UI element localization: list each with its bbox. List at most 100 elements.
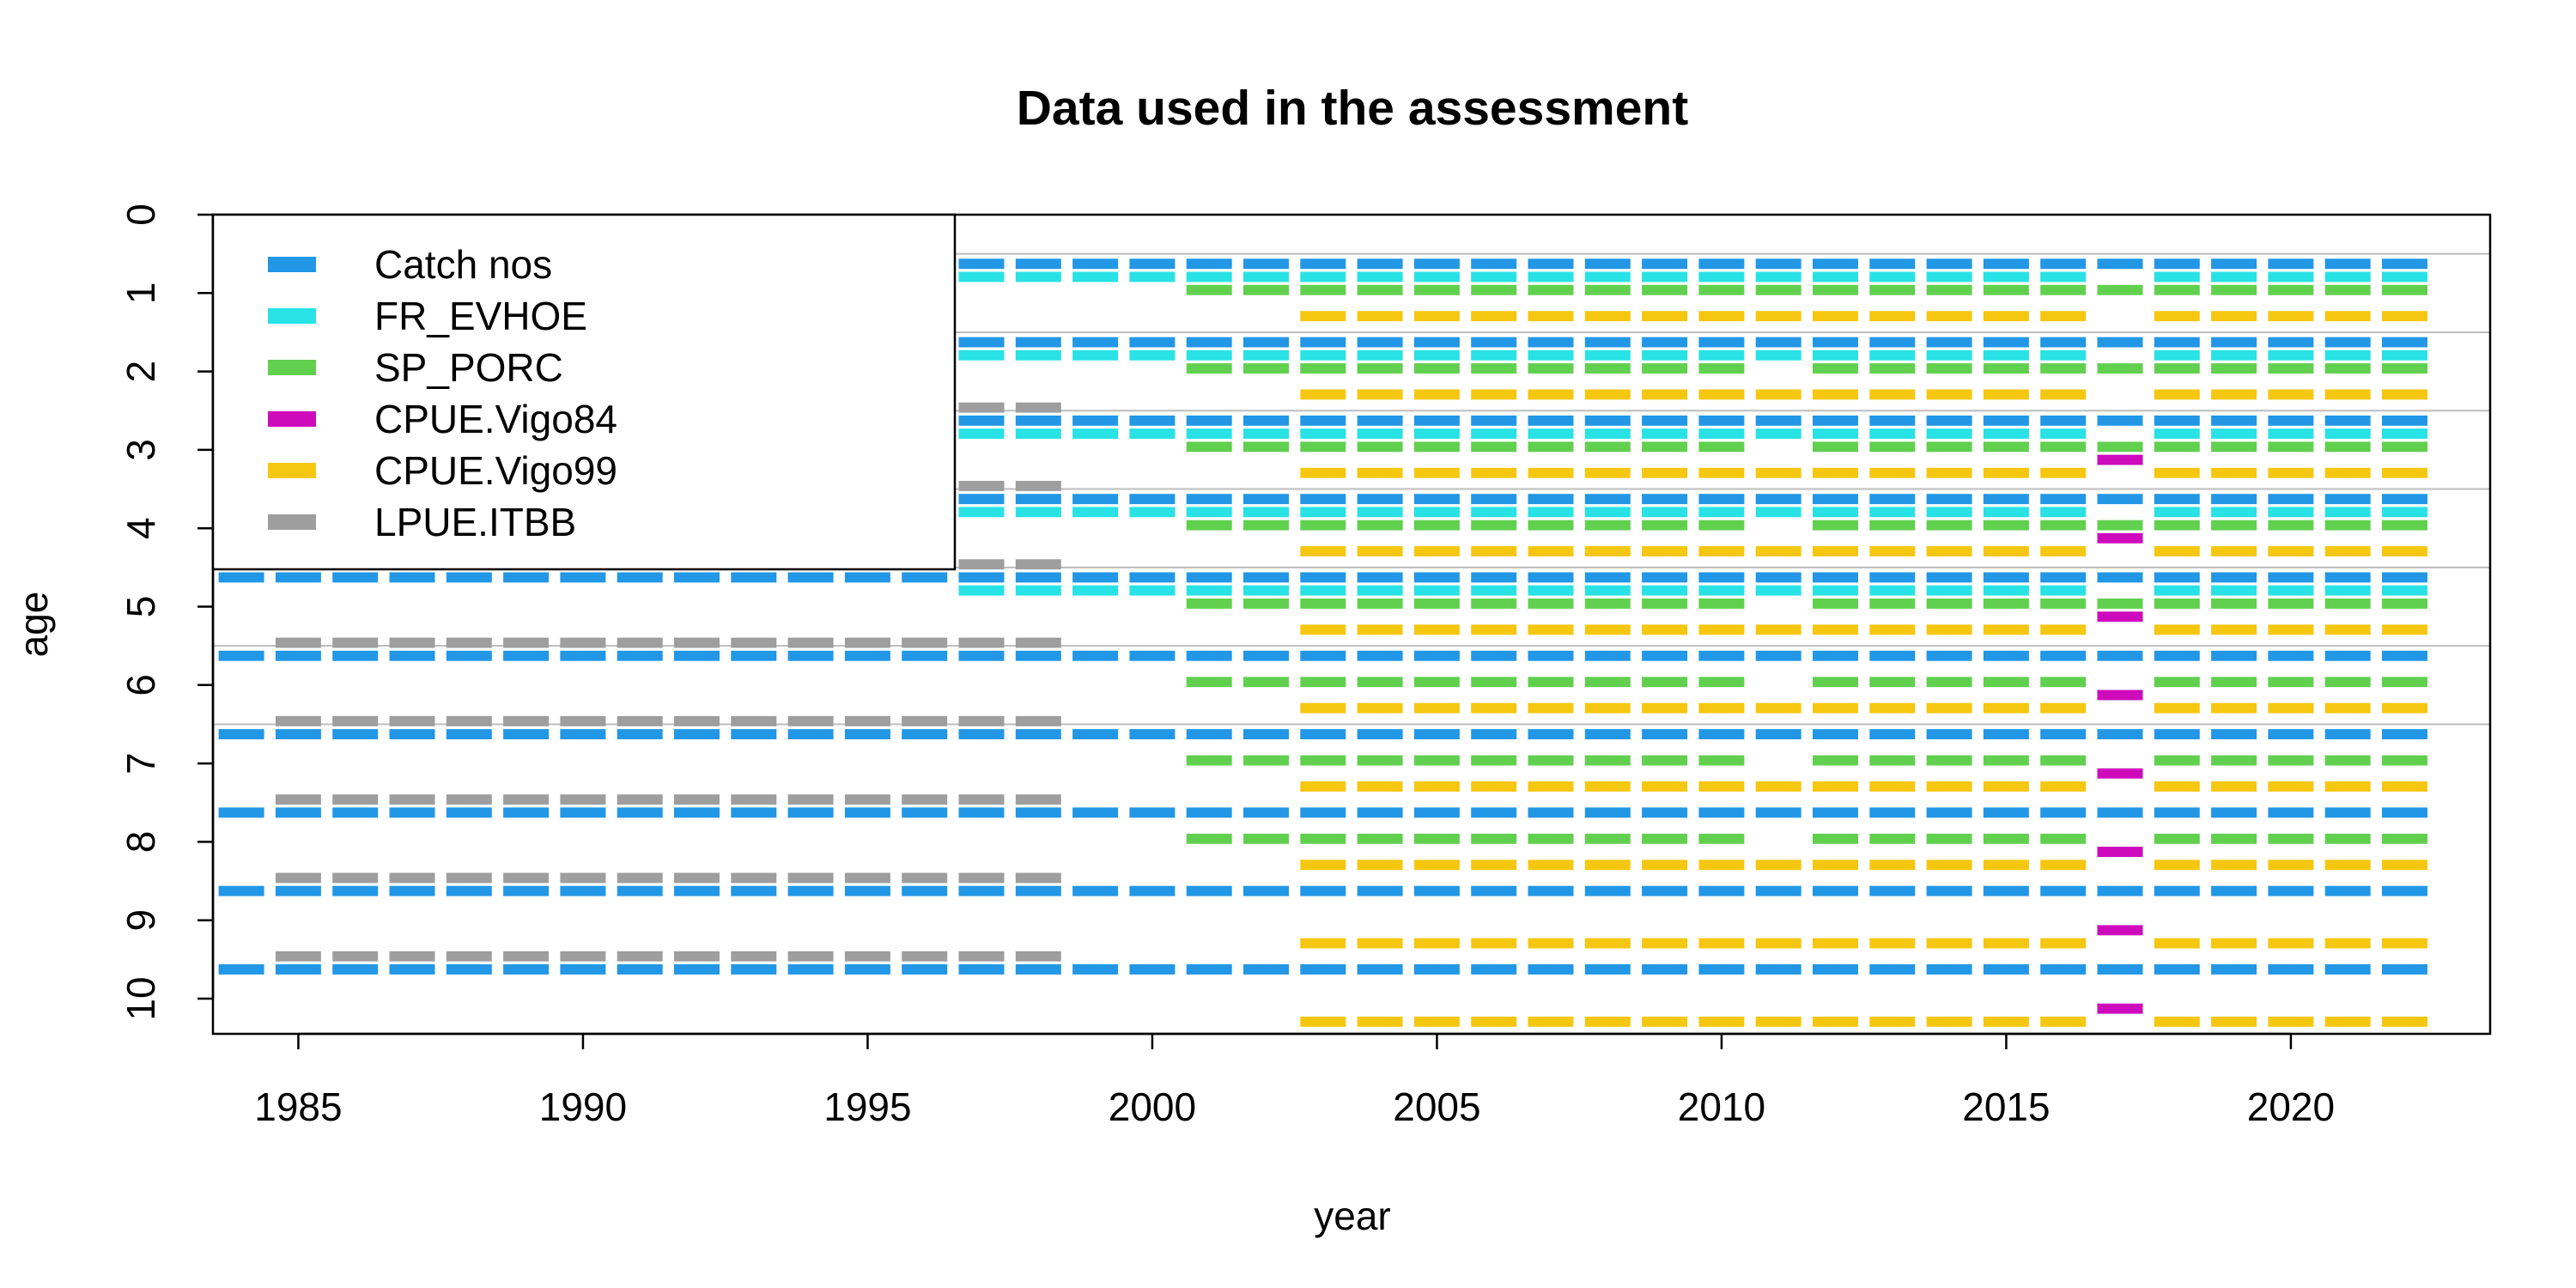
cell-catch-nos	[1471, 572, 1517, 583]
cell-catch-nos	[560, 572, 606, 583]
cell-catch-nos	[844, 572, 890, 583]
cell-sp-porc	[1243, 519, 1289, 531]
x-axis: 1985 1990 1995 2000 2005 2010 2015 2020	[254, 1032, 2335, 1129]
cell-cpue-vigo99	[2268, 389, 2314, 400]
cell-catch-nos	[389, 807, 435, 818]
cell-fr-evhoe	[1072, 271, 1119, 283]
cell-cpue-vigo99	[2154, 624, 2200, 635]
cell-catch-nos	[1642, 964, 1688, 975]
cell-sp-porc	[1243, 441, 1289, 453]
cell-cpue-vigo99	[1471, 1016, 1517, 1027]
cell-sp-porc	[1983, 284, 2029, 295]
cell-catch-nos	[560, 885, 606, 896]
cell-catch-nos	[2211, 807, 2257, 818]
cell-sp-porc	[1698, 363, 1745, 374]
cell-fr-evhoe	[2268, 585, 2314, 596]
cell-sp-porc	[1528, 363, 1574, 374]
cell-fr-evhoe	[1243, 428, 1289, 439]
cell-sp-porc	[2324, 598, 2371, 609]
cell-cpue-vigo99	[1926, 389, 1972, 400]
cell-cpue-vigo99	[2154, 781, 2200, 792]
cell-catch-nos	[2040, 807, 2087, 818]
cell-catch-nos	[1300, 572, 1346, 583]
cell-catch-nos	[2324, 807, 2371, 818]
cell-lpue-itbb	[503, 951, 550, 962]
cell-cpue-vigo99	[2382, 860, 2427, 871]
cell-sp-porc	[1471, 677, 1517, 688]
cell-fr-evhoe	[958, 507, 1005, 518]
cell-sp-porc	[1642, 755, 1688, 766]
cell-catch-nos	[1186, 337, 1232, 348]
cell-catch-nos	[2097, 964, 2143, 975]
cell-cpue-vigo99	[1983, 467, 2029, 478]
cell-cpue-vigo99	[1528, 702, 1574, 714]
cell-cpue-vigo99	[2154, 311, 2200, 322]
cell-sp-porc	[1926, 363, 1972, 374]
cell-fr-evhoe	[1413, 271, 1460, 283]
cell-lpue-itbb	[446, 715, 492, 726]
cell-cpue-vigo99	[2268, 467, 2314, 478]
cell-catch-nos	[1300, 494, 1346, 505]
cell-lpue-itbb	[1015, 637, 1061, 648]
cell-sp-porc	[2268, 755, 2314, 766]
cell-fr-evhoe	[1528, 585, 1574, 596]
cell-fr-evhoe	[2211, 585, 2257, 596]
cell-fr-evhoe	[2154, 428, 2200, 439]
cell-catch-nos	[1072, 964, 1119, 975]
cell-catch-nos	[1243, 729, 1289, 739]
cell-cpue-vigo99	[1869, 467, 1916, 478]
cell-catch-nos	[2324, 415, 2371, 426]
x-tick-label: 2000	[1109, 1084, 1196, 1129]
cell-lpue-itbb	[1015, 715, 1061, 726]
cell-fr-evhoe	[1471, 585, 1517, 596]
cell-catch-nos	[389, 650, 435, 661]
cell-fr-evhoe	[1698, 428, 1745, 439]
data-marks	[218, 258, 2427, 1027]
cell-fr-evhoe	[1015, 585, 1061, 596]
cell-cpue-vigo99	[2040, 311, 2087, 322]
cell-catch-nos	[2382, 572, 2427, 583]
cell-catch-nos	[844, 964, 890, 975]
cell-catch-nos	[1869, 572, 1916, 583]
cell-cpue-vigo99	[1300, 624, 1346, 635]
cell-catch-nos	[844, 729, 890, 739]
cell-fr-evhoe	[2040, 271, 2087, 283]
cell-cpue-vigo99	[1983, 311, 2029, 322]
cell-lpue-itbb	[275, 951, 321, 962]
cell-sp-porc	[1869, 519, 1916, 531]
cell-catch-nos	[1300, 650, 1346, 661]
cell-catch-nos	[1983, 729, 2029, 739]
cell-sp-porc	[2211, 598, 2257, 609]
cell-sp-porc	[1983, 755, 2029, 766]
cell-cpue-vigo99	[2324, 467, 2371, 478]
cell-catch-nos	[2211, 650, 2257, 661]
cell-sp-porc	[1186, 441, 1232, 453]
cell-catch-nos	[1584, 807, 1631, 818]
cell-lpue-itbb	[1015, 559, 1061, 570]
cell-catch-nos	[1698, 258, 1745, 270]
cell-lpue-itbb	[560, 715, 606, 726]
cell-catch-nos	[446, 807, 492, 818]
cell-cpue-vigo99	[2382, 624, 2427, 635]
cell-catch-nos	[1926, 650, 1972, 661]
cell-sp-porc	[1243, 833, 1289, 844]
cell-fr-evhoe	[1642, 507, 1688, 518]
cell-catch-nos	[674, 807, 720, 818]
cell-cpue-vigo99	[1698, 311, 1745, 322]
cell-cpue-vigo99	[1926, 781, 1972, 792]
cell-cpue-vigo99	[2211, 781, 2257, 792]
cell-fr-evhoe	[1755, 428, 1801, 439]
cell-cpue-vigo99	[1471, 781, 1517, 792]
cell-sp-porc	[2211, 677, 2257, 688]
cell-cpue-vigo84	[2097, 768, 2143, 779]
cell-catch-nos	[1755, 337, 1801, 348]
cell-catch-nos	[503, 964, 550, 975]
cell-sp-porc	[1813, 755, 1858, 766]
cell-cpue-vigo99	[1755, 624, 1801, 635]
cell-sp-porc	[1413, 755, 1460, 766]
cell-sp-porc	[1357, 598, 1403, 609]
cell-catch-nos	[446, 729, 492, 739]
cell-catch-nos	[1471, 650, 1517, 661]
cell-cpue-vigo99	[2040, 938, 2087, 949]
cell-sp-porc	[1471, 755, 1517, 766]
